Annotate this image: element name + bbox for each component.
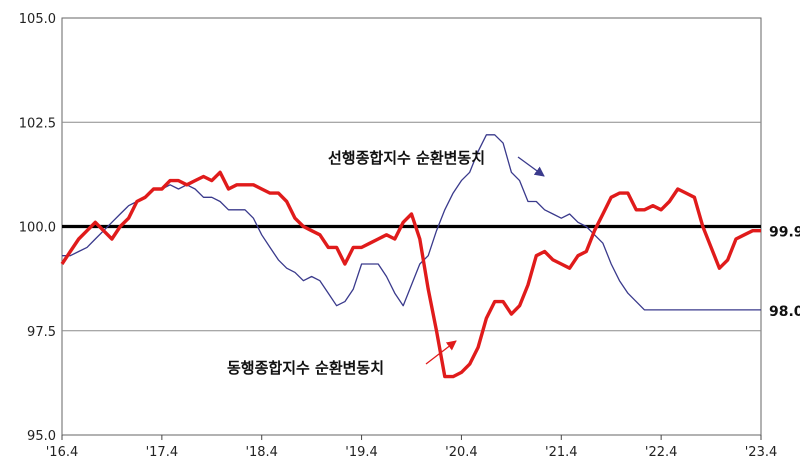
x-tick-label: '20.4 (445, 445, 478, 460)
end-labels: 98.0 99.9 (769, 225, 800, 320)
end-label-coincident: 99.9 (769, 225, 800, 241)
end-label-leading: 98.0 (769, 304, 800, 320)
gridlines (62, 121, 761, 332)
annotation-leading-arrow (517, 156, 545, 177)
y-tick-label: 100.0 (19, 221, 56, 236)
x-tick-label: '17.4 (146, 445, 179, 460)
leading-index-line (62, 134, 761, 311)
x-tick-label: '16.4 (46, 445, 79, 460)
y-axis: 95.0 97.5 100.0 102.5 105.0 (19, 12, 56, 444)
x-axis: '16.4 '17.4 '18.4 '19.4 '20.4 '21.4 '22.4 '23.4 (46, 435, 778, 460)
y-tick-label: 95.0 (27, 429, 56, 444)
y-tick-label: 102.5 (19, 116, 56, 131)
annotation-coincident-index: 동행종합지수 순환변동치 (227, 359, 384, 377)
x-tick-label: '23.4 (745, 445, 778, 460)
x-tick-label: '22.4 (645, 445, 678, 460)
annotation-coincident-arrow (425, 340, 457, 365)
annotation-leading-index: 선행종합지수 순환변동치 (328, 149, 485, 167)
x-tick-label: '18.4 (245, 445, 278, 460)
y-tick-label: 97.5 (27, 325, 56, 340)
y-tick-label: 105.0 (19, 12, 56, 27)
x-tick-label: '21.4 (545, 445, 578, 460)
coincident-index-line (60, 170, 761, 379)
series-lines (60, 134, 761, 379)
x-tick-label: '19.4 (345, 445, 378, 460)
